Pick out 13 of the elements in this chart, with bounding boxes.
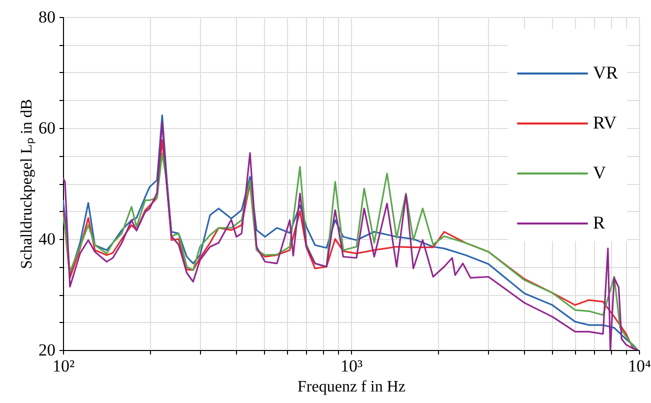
legend-label: VR bbox=[593, 62, 618, 82]
x-tick-label: 10³ bbox=[340, 356, 363, 376]
x-tick-label: 10² bbox=[52, 356, 75, 376]
y-tick-label: 60 bbox=[38, 118, 56, 138]
x-axis-title: Frequenz f in Hz bbox=[298, 378, 406, 396]
y-tick-label: 40 bbox=[38, 230, 56, 248]
legend-label: RV bbox=[593, 112, 617, 132]
legend-label: V bbox=[593, 162, 606, 182]
y-axis-title: Schalldruckpegel Lₚ in dB bbox=[18, 99, 36, 269]
x-tick-label: 10⁴ bbox=[628, 356, 651, 376]
legend-label: R bbox=[593, 212, 606, 232]
y-tick-label: 20 bbox=[38, 340, 56, 360]
y-tick-label: 80 bbox=[38, 8, 56, 26]
